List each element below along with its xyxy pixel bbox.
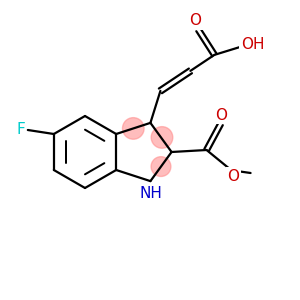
Circle shape (122, 118, 144, 139)
Circle shape (151, 127, 173, 148)
Text: O: O (189, 14, 201, 28)
Text: F: F (16, 122, 25, 136)
Text: O: O (228, 169, 240, 184)
Circle shape (151, 157, 171, 176)
Text: O: O (216, 107, 228, 122)
Text: NH: NH (140, 186, 163, 201)
Text: OH: OH (241, 38, 264, 52)
